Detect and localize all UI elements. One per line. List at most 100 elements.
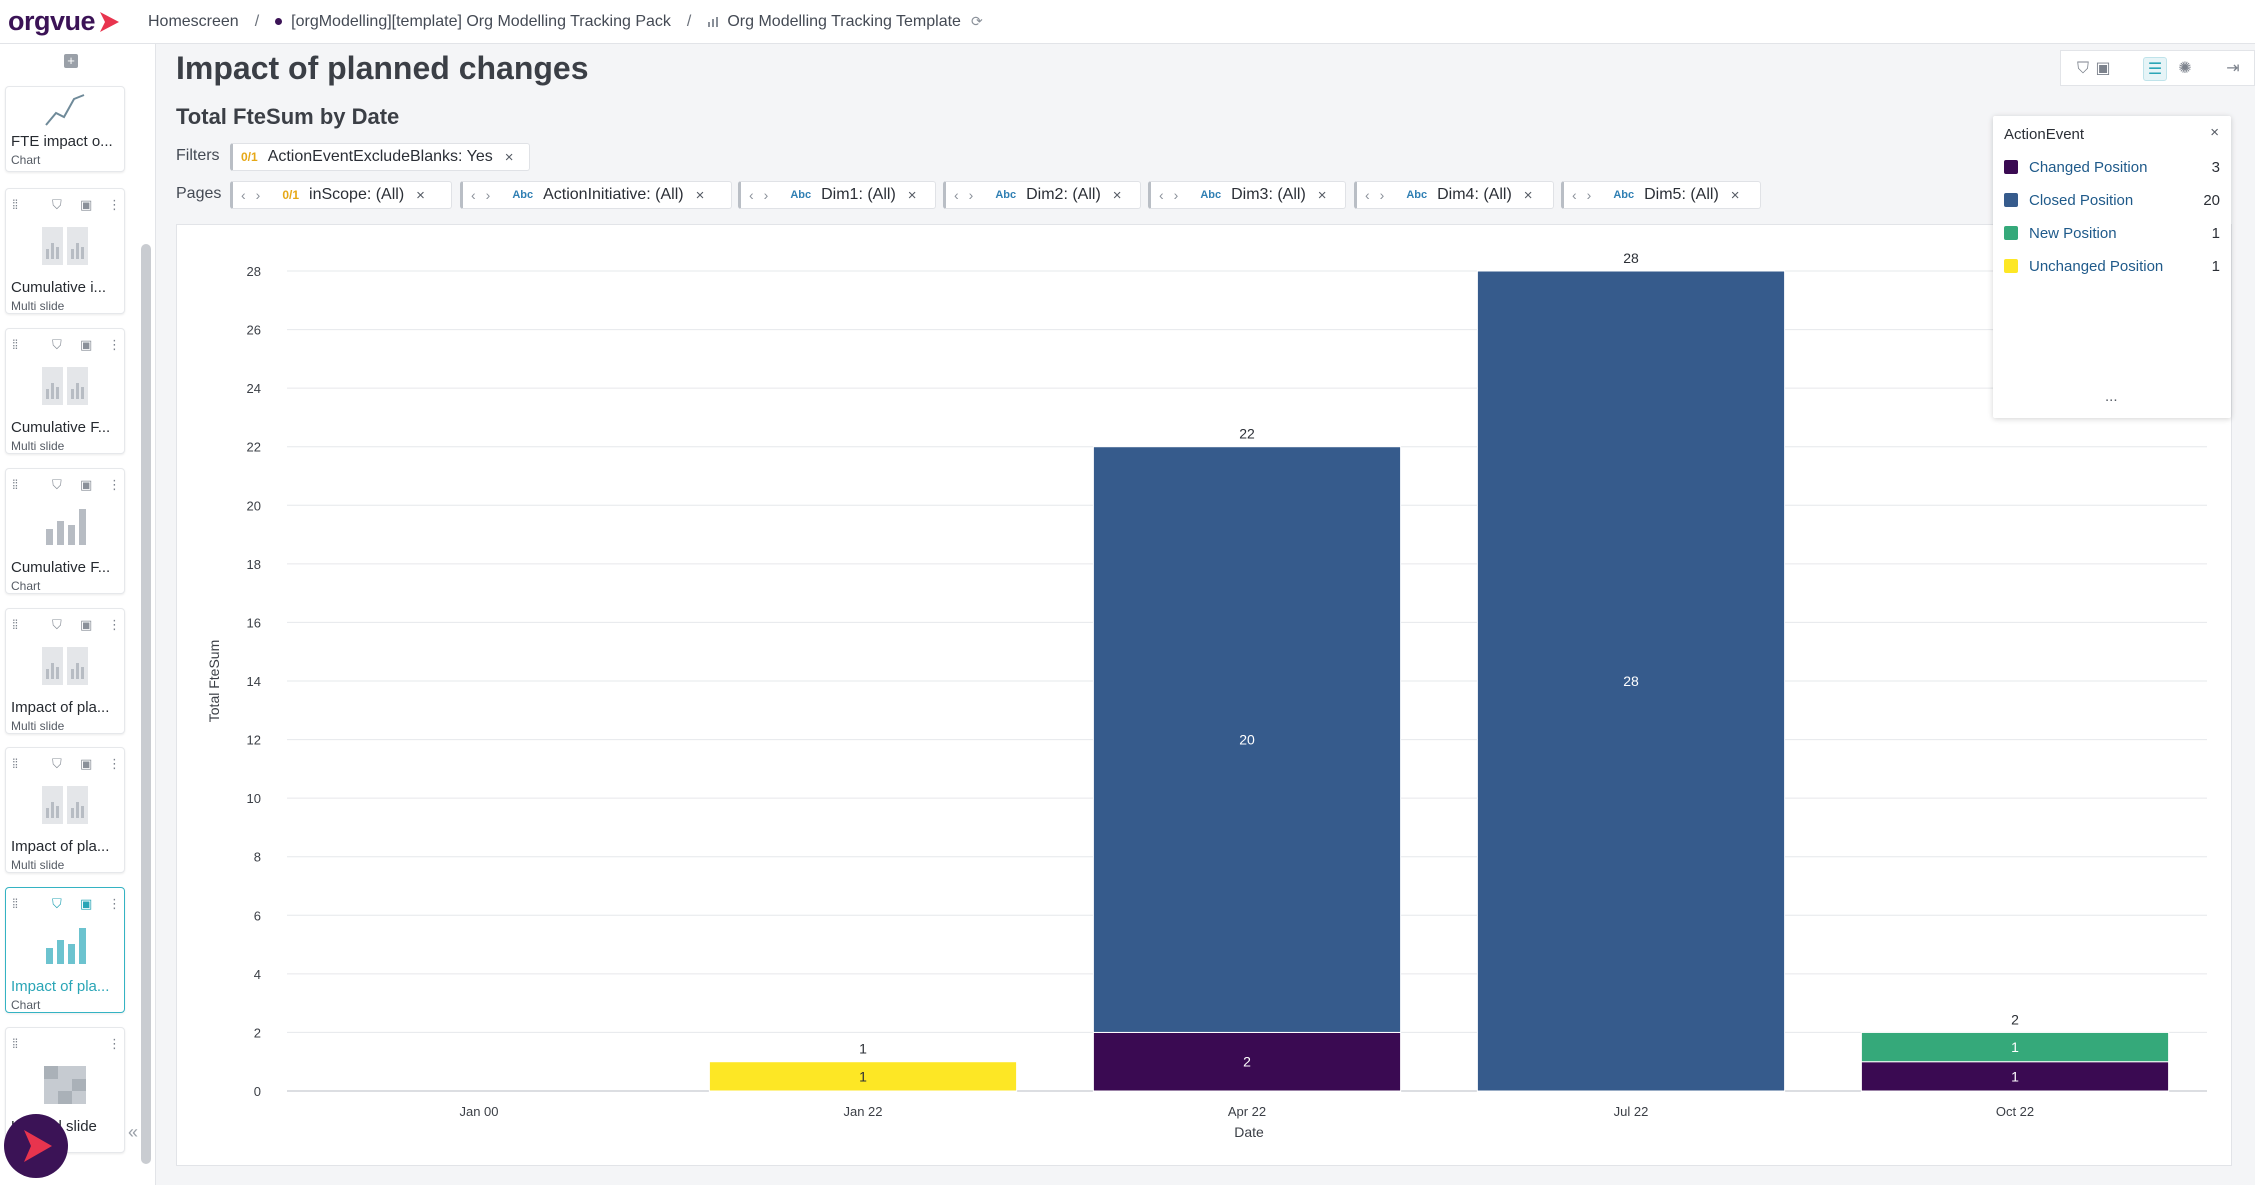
legend-item[interactable]: Closed Position 20 <box>2004 189 2220 211</box>
drag-handle-icon[interactable]: ⁞⁞ <box>12 477 18 492</box>
breadcrumb-template[interactable]: Org Modelling Tracking Template <box>727 12 961 30</box>
comment-icon[interactable]: ▣ <box>80 756 93 771</box>
more-options-icon[interactable]: ⋮ <box>108 197 121 212</box>
collapse-sidebar-icon[interactable]: « <box>128 1122 139 1142</box>
pages-label: Pages <box>176 185 222 202</box>
sidebar-scrollbar[interactable] <box>141 244 151 1164</box>
remove-page-icon[interactable]: × <box>1523 186 1533 204</box>
legend-swatch <box>2004 193 2018 207</box>
slide-thumbnail[interactable]: ⁞⁞ ⛉ ▣ ⋮ Impact of pla... Chart <box>5 887 125 1013</box>
comment-icon[interactable]: ▣ <box>80 896 93 911</box>
remove-page-icon[interactable]: × <box>416 186 425 204</box>
more-options-icon[interactable]: ⋮ <box>108 756 121 771</box>
bar-segment <box>708 1061 1018 1092</box>
remove-page-icon[interactable]: × <box>907 186 917 204</box>
legend-item[interactable]: Changed Position 3 <box>2004 156 2220 178</box>
bar-segment-label: 28 <box>1623 673 1639 689</box>
legend-toggle-icon[interactable]: ☰ <box>2143 57 2167 81</box>
close-legend-icon[interactable]: × <box>2210 124 2219 141</box>
page-nav-arrows-icon[interactable]: ‹› <box>471 187 501 203</box>
drag-handle-icon[interactable]: ⁞⁞ <box>12 756 18 771</box>
remove-filter-icon[interactable]: × <box>504 148 514 166</box>
page-chip-label: Dim2: (All) <box>1026 186 1101 203</box>
filter-chip-label: ActionEventExcludeBlanks: Yes <box>267 148 493 165</box>
bar-total-label: 28 <box>1623 250 1639 266</box>
more-options-icon[interactable]: ⋮ <box>108 1036 121 1051</box>
slide-thumbnail[interactable]: ⁞⁞ ⛉ ▣ ⋮ Cumulative F... Chart <box>5 468 125 594</box>
x-tick-label: Jul 22 <box>1614 1104 1649 1119</box>
y-tick-label: 12 <box>247 733 261 748</box>
remove-page-icon[interactable]: × <box>1112 186 1122 204</box>
page-chip-label: ActionInitiative: (All) <box>543 186 684 203</box>
slide-thumbnail[interactable]: ⁞⁞ ⛉ ▣ ⋮ Cumulative i... Multi slide <box>5 188 125 314</box>
legend-count: 3 <box>2211 158 2220 176</box>
y-tick-label: 24 <box>247 381 261 396</box>
bar-chart-thumbnail-icon <box>46 928 86 964</box>
filter-icon[interactable]: ⛉ <box>52 617 62 632</box>
drag-handle-icon[interactable]: ⁞⁞ <box>12 896 18 911</box>
comment-icon[interactable]: ▣ <box>80 337 93 352</box>
filter-icon[interactable]: ⛉ <box>52 756 62 771</box>
add-slide-button[interactable]: + <box>64 54 78 68</box>
legend-more-icon[interactable]: ... <box>2105 388 2118 405</box>
filter-icon[interactable]: ⛉ <box>52 337 62 352</box>
remove-page-icon[interactable]: × <box>1317 186 1327 204</box>
palette-icon[interactable]: ✺ <box>2178 60 2192 77</box>
page-nav-arrows-icon[interactable]: ‹› <box>241 187 271 203</box>
slide-thumbnail[interactable]: ⁞⁞ ⛉ ▣ ⋮ Impact of pla... Multi slide <box>5 747 125 873</box>
more-options-icon[interactable]: ⋮ <box>108 617 121 632</box>
page-filter-chip[interactable]: ‹› Abc Dim1: (All) × <box>738 181 936 209</box>
comment-icon[interactable]: ▣ <box>80 617 93 632</box>
refresh-icon[interactable]: ⟳ <box>970 13 983 29</box>
breadcrumb-separator: / <box>686 12 692 30</box>
legend-item[interactable]: New Position 1 <box>2004 222 2220 244</box>
comment-icon[interactable]: ▣ <box>80 477 93 492</box>
drag-handle-icon[interactable]: ⁞⁞ <box>12 197 18 212</box>
breadcrumb-homescreen[interactable]: Homescreen <box>148 12 239 30</box>
filter-icon[interactable]: ⛉ <box>52 477 62 492</box>
multi-slide-thumbnail-icon <box>42 367 88 405</box>
remove-page-icon[interactable]: × <box>1730 186 1740 204</box>
filter-icon[interactable]: ⛉ <box>52 896 62 911</box>
comment-icon[interactable]: ▣ <box>80 197 93 212</box>
page-filter-chip[interactable]: ‹› Abc Dim4: (All) × <box>1354 181 1554 209</box>
more-options-icon[interactable]: ⋮ <box>108 896 121 911</box>
page-filter-chip[interactable]: ‹› 0/1 inScope: (All) × <box>230 181 452 209</box>
filter-icon[interactable]: ⛉ <box>2076 60 2089 77</box>
page-filter-chip[interactable]: ‹› Abc Dim2: (All) × <box>943 181 1141 209</box>
line-chart-thumbnail-icon <box>45 94 85 126</box>
page-filter-chip[interactable]: ‹› Abc ActionInitiative: (All) × <box>460 181 732 209</box>
page-nav-arrows-icon[interactable]: ‹› <box>1159 187 1189 203</box>
comment-icon[interactable]: ▣ <box>2095 60 2111 77</box>
export-icon[interactable]: ⇥ <box>2226 60 2240 77</box>
filter-icon[interactable]: ⛉ <box>52 197 62 212</box>
assistant-button[interactable] <box>4 1114 68 1178</box>
slide-type: Chart <box>11 153 41 167</box>
orgvue-logo[interactable]: orgvue <box>8 6 130 37</box>
breadcrumb-pack[interactable]: [orgModelling][template] Org Modelling T… <box>291 12 671 30</box>
slide-thumbnail[interactable]: FTE impact o... Chart <box>5 86 125 172</box>
page-filter-chip[interactable]: ‹› Abc Dim3: (All) × <box>1148 181 1346 209</box>
page-nav-arrows-icon[interactable]: ‹› <box>1572 187 1602 203</box>
legend-item[interactable]: Unchanged Position 1 <box>2004 255 2220 277</box>
filter-chip[interactable]: 0/1 ActionEventExcludeBlanks: Yes × <box>230 143 530 171</box>
view-toolbar: ⛉ ▣ ☰ ✺ ⇥ <box>2060 50 2255 86</box>
field-type-badge: Abc <box>1406 189 1428 201</box>
more-options-icon[interactable]: ⋮ <box>108 477 121 492</box>
drag-handle-icon[interactable]: ⁞⁞ <box>12 337 18 352</box>
page-nav-arrows-icon[interactable]: ‹› <box>954 187 984 203</box>
page-nav-arrows-icon[interactable]: ‹› <box>749 187 779 203</box>
dataset-dot-icon <box>275 18 283 25</box>
page-nav-arrows-icon[interactable]: ‹› <box>1365 187 1395 203</box>
slide-thumbnail[interactable]: ⁞⁞ ⛉ ▣ ⋮ Impact of pla... Multi slide <box>5 608 125 734</box>
logo-mark-icon <box>100 11 120 32</box>
drag-handle-icon[interactable]: ⁞⁞ <box>12 617 18 632</box>
page-filter-chip[interactable]: ‹› Abc Dim5: (All) × <box>1561 181 1761 209</box>
bar-segment-label: 20 <box>1239 732 1255 748</box>
more-options-icon[interactable]: ⋮ <box>108 337 121 352</box>
drag-handle-icon[interactable]: ⁞⁞ <box>12 1036 18 1051</box>
remove-page-icon[interactable]: × <box>695 186 705 204</box>
page-title: Impact of planned changes <box>176 50 589 86</box>
slide-thumbnail[interactable]: ⁞⁞ ⛉ ▣ ⋮ Cumulative F... Multi slide <box>5 328 125 454</box>
bar-total-label: 22 <box>1239 426 1255 442</box>
